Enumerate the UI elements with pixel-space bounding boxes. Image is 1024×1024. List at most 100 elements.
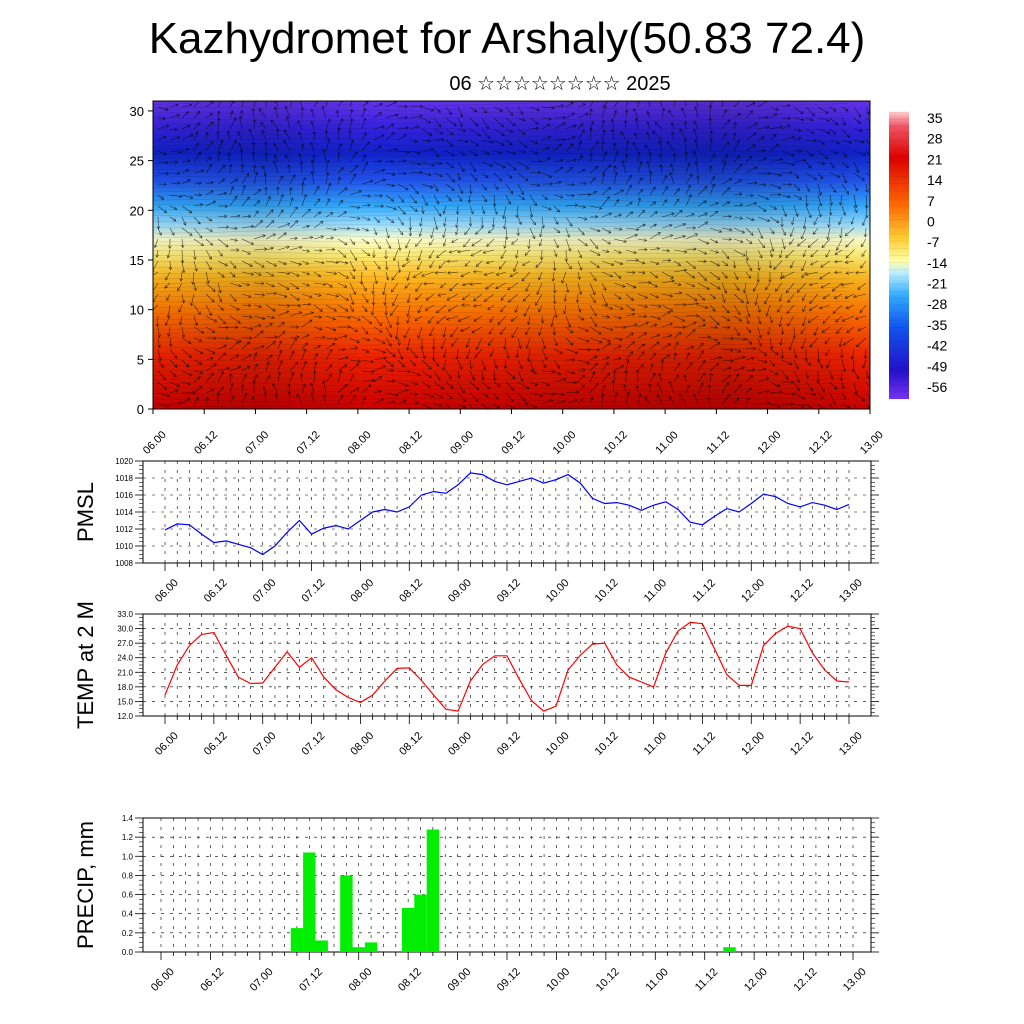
chart-title: Kazhydromet for Arshaly(50.83 72.4) [148,14,866,63]
xtick-label: 12.12 [791,966,819,994]
pmsl-panel: 1008 1010 1012 1014 1016 1018 1020 06.00 06.12 07… [73,457,879,605]
precip-bar [352,947,365,952]
xtick-label: 10.12 [593,730,621,758]
heatmap-xtick-label: 07.00 [243,429,271,457]
colorbar-label: 7 [927,193,935,209]
colorbar-label: -49 [927,358,947,374]
colorbar: 35 28 21 14 7 0 -7 -14 -21 -28 -35 -42 -49 -56 [889,110,947,400]
colorbar-label: 0 [927,213,935,229]
heatmap-xtick-label: 12.00 [755,429,783,457]
ytick-label: 1008 [115,559,133,568]
ytick-label: 21.0 [117,668,133,677]
plot-frame [142,460,872,564]
ytick-label: 1016 [115,491,133,500]
ytick-label: 12.0 [117,712,133,721]
colorbar-label: 14 [927,172,943,188]
y-axis-label: PRECIP, mm [73,821,98,949]
ytick-label: 27.0 [117,639,133,648]
xtick-label: 06.00 [153,577,181,605]
xtick-label: 11.12 [691,730,718,757]
colorbar-label: 28 [927,131,943,147]
heatmap-xtick-label: 07.12 [295,429,323,457]
xtick-label: 13.00 [837,577,865,605]
xtick-label: 08.00 [348,577,376,605]
heatmap-ytick-label: 5 [137,352,144,367]
xtick-label: 10.00 [544,966,572,994]
temp-panel: 12.0 15.0 18.0 21.0 24.0 27.0 30.0 33.0 06.00 06.… [73,601,879,758]
heatmap-xtick-label: 08.00 [346,429,374,457]
wind-vectors [153,101,870,409]
plot-frame [142,817,872,953]
heatmap-ytick-label: 10 [130,303,144,318]
heatmap-xtick-label: 09.12 [499,429,527,457]
xtick-label: 09.12 [495,966,523,994]
xtick-label: 11.00 [643,966,670,993]
ytick-label: 0.8 [122,871,134,880]
y-axis-label: PMSL [73,482,98,542]
xtick-label: 07.12 [299,730,327,758]
xtick-label: 12.12 [788,730,816,758]
xtick-label: 11.00 [642,577,669,604]
precip-bar [402,908,415,952]
xtick-label: 07.12 [299,577,327,605]
ytick-label: 1012 [115,525,133,534]
xtick-label: 08.12 [397,730,425,758]
precip-bar [426,829,440,952]
xtick-label: 09.12 [495,730,523,758]
xtick-label: 09.00 [446,577,474,605]
xtick-label: 08.12 [397,577,425,605]
colorbar-label: -7 [927,234,940,250]
ytick-label: 1.2 [122,833,134,842]
xtick-label: 11.12 [691,577,718,604]
xtick-label: 07.00 [248,966,276,994]
xtick-label: 13.00 [837,730,865,758]
xtick-label: 06.12 [202,577,230,605]
xtick-label: 08.00 [347,966,375,994]
xtick-label: 09.00 [445,966,473,994]
colorbar-label: -56 [927,379,947,395]
heatmap-ytick-label: 0 [137,402,144,417]
plot-frame [142,613,872,717]
heatmap-xtick-label: 13.00 [858,429,886,457]
ytick-label: 0.0 [122,948,134,957]
xtick-label: 10.00 [544,730,572,758]
y-axis-label: TEMP at 2 M [73,601,98,729]
xtick-label: 07.12 [297,966,325,994]
ytick-label: 1.0 [122,852,134,861]
xtick-label: 11.12 [693,966,720,993]
ytick-label: 1020 [115,457,133,466]
precip-bar [340,875,353,952]
xtick-label: 10.00 [544,577,572,605]
heatmap-xtick-label: 11.12 [705,429,732,456]
colorbar-label: 35 [927,110,943,126]
precip-bar [414,894,427,952]
heatmap-xtick-label: 06.12 [192,429,220,457]
xtick-label: 06.00 [153,730,181,758]
heatmap-ytick-label: 25 [130,154,144,169]
chart-subtitle: 06 ☆☆☆☆☆☆☆☆ 2025 [449,73,671,95]
precip-bar [303,852,316,952]
xtick-label: 12.12 [788,577,816,605]
heatmap-xtick-label: 09.00 [448,429,476,457]
precip-panel: 0.0 0.2 0.4 0.6 0.8 1.0 1.2 1.4 06.00 06.12 07.00 0… [73,814,879,994]
colorbar-label: -42 [927,338,947,354]
ytick-label: 1010 [115,542,133,551]
xtick-label: 12.00 [742,966,770,994]
series-line [164,621,850,712]
precip-bar [364,942,378,952]
xtick-label: 09.12 [495,577,523,605]
xtick-label: 12.00 [739,730,767,758]
xtick-label: 13.00 [841,966,869,994]
xtick-label: 07.00 [251,577,279,605]
temperature-wind-heatmap: 0 5 10 15 20 25 30 06.00 06.12 07.00 07.12 08.00 08.… [130,100,886,457]
colorbar-label: -14 [927,255,947,271]
heatmap-xtick-label: 11.00 [653,429,680,456]
xtick-label: 07.00 [251,730,279,758]
ytick-label: 1.4 [122,814,134,823]
xtick-label: 09.00 [446,730,474,758]
ytick-label: 33.0 [117,610,133,619]
xtick-label: 06.12 [202,730,230,758]
heatmap-ytick-label: 30 [130,104,144,119]
ytick-label: 0.4 [122,910,134,919]
